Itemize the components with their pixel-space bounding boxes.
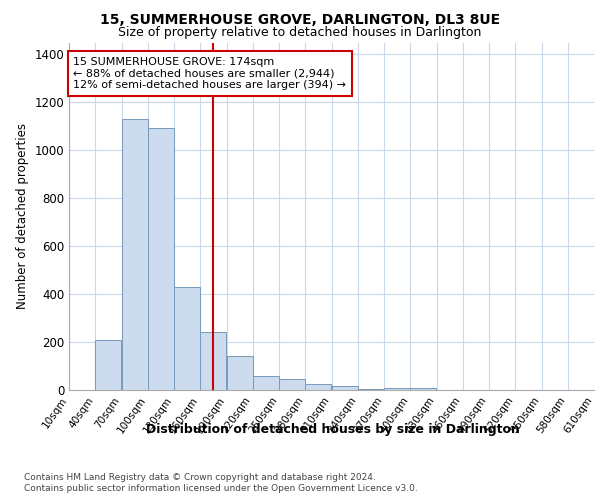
Bar bbox=[253, 376, 279, 390]
Bar bbox=[279, 379, 305, 390]
Bar bbox=[174, 287, 200, 390]
Bar bbox=[332, 386, 358, 390]
Text: 15 SUMMERHOUSE GROVE: 174sqm
← 88% of detached houses are smaller (2,944)
12% of: 15 SUMMERHOUSE GROVE: 174sqm ← 88% of de… bbox=[73, 57, 346, 90]
Text: 15, SUMMERHOUSE GROVE, DARLINGTON, DL3 8UE: 15, SUMMERHOUSE GROVE, DARLINGTON, DL3 8… bbox=[100, 12, 500, 26]
Y-axis label: Number of detached properties: Number of detached properties bbox=[16, 123, 29, 309]
Bar bbox=[122, 119, 148, 390]
Text: Distribution of detached houses by size in Darlington: Distribution of detached houses by size … bbox=[146, 422, 520, 436]
Bar bbox=[358, 389, 384, 390]
Bar bbox=[227, 356, 253, 390]
Bar bbox=[148, 128, 174, 390]
Text: Size of property relative to detached houses in Darlington: Size of property relative to detached ho… bbox=[118, 26, 482, 39]
Bar bbox=[200, 332, 226, 390]
Text: Contains HM Land Registry data © Crown copyright and database right 2024.: Contains HM Land Registry data © Crown c… bbox=[24, 472, 376, 482]
Text: Contains public sector information licensed under the Open Government Licence v3: Contains public sector information licen… bbox=[24, 484, 418, 493]
Bar bbox=[305, 384, 331, 390]
Bar bbox=[410, 388, 436, 390]
Bar bbox=[384, 388, 410, 390]
Bar bbox=[95, 340, 121, 390]
